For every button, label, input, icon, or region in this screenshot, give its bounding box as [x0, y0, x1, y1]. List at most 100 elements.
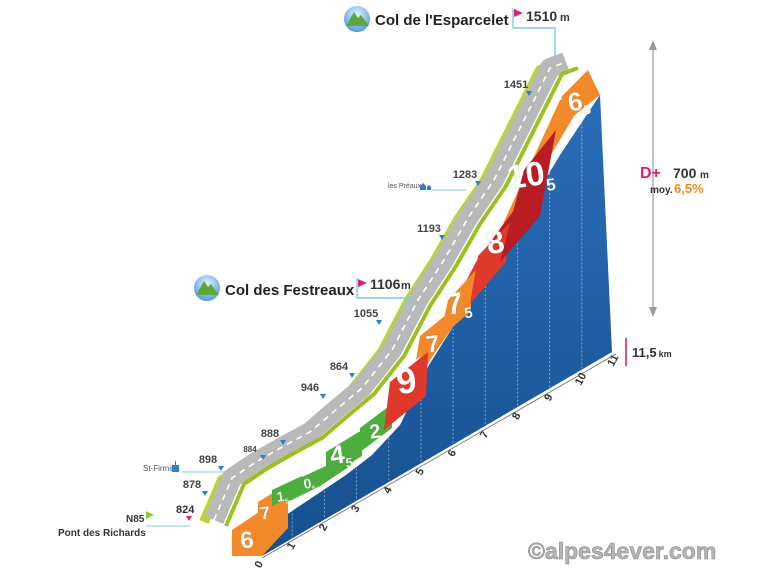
- x-tick-label: 8: [510, 411, 523, 422]
- grade-label-9: 75: [444, 286, 474, 325]
- grade-int: 2: [368, 420, 382, 443]
- grade-dec: 5: [583, 102, 592, 118]
- altitude-marker: [475, 181, 481, 186]
- summit-unit: m: [560, 12, 570, 24]
- pass-flag: [358, 279, 367, 287]
- place-st-firmin: St-Firmin: [143, 461, 225, 473]
- grade-label-3: 15: [275, 487, 289, 506]
- summit-connector: [513, 27, 556, 58]
- watermark: ©alpes4ever.com: [528, 538, 716, 564]
- grade-label-5: 45: [328, 438, 354, 473]
- altitude-label: 1055: [354, 308, 378, 320]
- start-name: Pont des Richards: [58, 528, 146, 539]
- x-axis-baseline: [261, 353, 617, 559]
- altitude-marker: [526, 91, 532, 96]
- verge-right: [224, 66, 579, 527]
- place-label: les Préaux: [388, 183, 422, 190]
- x-tick-label: 2: [317, 522, 330, 533]
- grade-dec: 5: [463, 304, 474, 322]
- total-distance-group: 11,5 km: [625, 338, 672, 366]
- grade-label-8: 7: [424, 330, 441, 359]
- altitude-label: 864: [330, 361, 349, 373]
- grade-label-11: 105: [504, 153, 557, 200]
- altitude-label: 1283: [453, 169, 477, 181]
- place-label: St-Firmin: [143, 464, 175, 473]
- grade-band-10: [470, 222, 510, 304]
- ascent-arrow-down: [649, 307, 657, 317]
- grade-int: 7: [444, 287, 465, 322]
- intermediate-pass-group: Col des Festreaux 1106 m: [192, 273, 411, 308]
- grade-band-6: [360, 404, 392, 452]
- pass-connector: [357, 297, 411, 308]
- altitude-marker: [320, 394, 326, 399]
- x-tick-label: 11: [605, 353, 621, 369]
- x-tick-label: 6: [446, 448, 459, 459]
- grade-band-8: [416, 310, 452, 360]
- start-road: N85: [126, 514, 145, 525]
- ascent-arrow-up: [649, 40, 657, 50]
- altitude-label: 884: [243, 445, 257, 454]
- pass-unit: m: [401, 280, 411, 292]
- altitude-marker: [376, 320, 382, 325]
- grade-int: 7: [424, 330, 441, 359]
- church-icon: [172, 461, 179, 472]
- x-tick-label: 0: [253, 559, 266, 570]
- summit-title: Col de l'Esparcelet: [375, 12, 509, 29]
- grade-band-12: [556, 70, 600, 130]
- grade-dec: 5: [545, 175, 557, 195]
- ascent-group: D+ 700 m moy. 6,5%: [640, 40, 709, 317]
- summit-altitude: 1510: [526, 8, 557, 24]
- x-tick-label: 10: [573, 371, 589, 387]
- ascent-value: 700: [673, 165, 697, 181]
- grade-int: 10: [504, 154, 547, 197]
- road-surface: [204, 52, 570, 524]
- summit-title-group: Col de l'Esparcelet 1510 m: [342, 4, 570, 58]
- start-group: N85 Pont des Richards 824: [58, 504, 195, 539]
- altitude-marker: [202, 491, 208, 496]
- start-marker: [186, 516, 192, 521]
- grade-label-4: 05: [302, 474, 316, 493]
- grade-dec: 5: [312, 485, 317, 492]
- grade-int: 8: [484, 223, 507, 261]
- grade-int: 7: [259, 502, 272, 523]
- altitude-label: 878: [183, 479, 201, 491]
- altitude-label: 946: [301, 382, 319, 394]
- altitude-label: 888: [261, 428, 279, 440]
- grade-band-5: [326, 430, 362, 478]
- start-flag: [146, 511, 154, 519]
- x-tick-label: 5: [414, 466, 427, 477]
- grade-label-2: 7: [259, 502, 272, 523]
- mountain-icon-peak: [196, 281, 219, 295]
- grade-band-7: [384, 352, 428, 430]
- ascent-unit: m: [700, 170, 709, 181]
- grade-label-6: 2: [368, 420, 382, 443]
- grade-label-12: 65: [566, 85, 592, 120]
- grade-label-10: 8: [484, 223, 507, 261]
- altitude-label: 1451: [504, 79, 528, 91]
- mountain-icon-peak: [346, 12, 369, 26]
- altitude-label: 898: [199, 454, 217, 466]
- x-tick-label: 9: [542, 392, 555, 403]
- total-distance-value: 11,5 km: [632, 345, 672, 360]
- pass-name: Col des Festreaux: [225, 282, 355, 299]
- grade-band-11: [500, 130, 556, 262]
- x-tick-label: 7: [478, 429, 491, 440]
- grade-int: 6: [238, 526, 255, 555]
- x-tick-label: 4: [381, 484, 395, 496]
- summit-flag: [514, 9, 523, 17]
- grade-int: 0: [302, 475, 312, 492]
- place-les-preaux: les Préaux: [388, 183, 466, 191]
- altitude-marker: [439, 235, 445, 240]
- village-icon: [420, 183, 431, 190]
- grade-int: 4: [328, 439, 347, 471]
- grade-dec: 5: [345, 455, 354, 471]
- average-label: moy.: [650, 185, 673, 196]
- altitude-marker: [260, 455, 266, 460]
- average-value: 6,5%: [674, 181, 704, 196]
- x-tick-label: 1: [285, 541, 298, 552]
- profile-wall: [258, 95, 612, 556]
